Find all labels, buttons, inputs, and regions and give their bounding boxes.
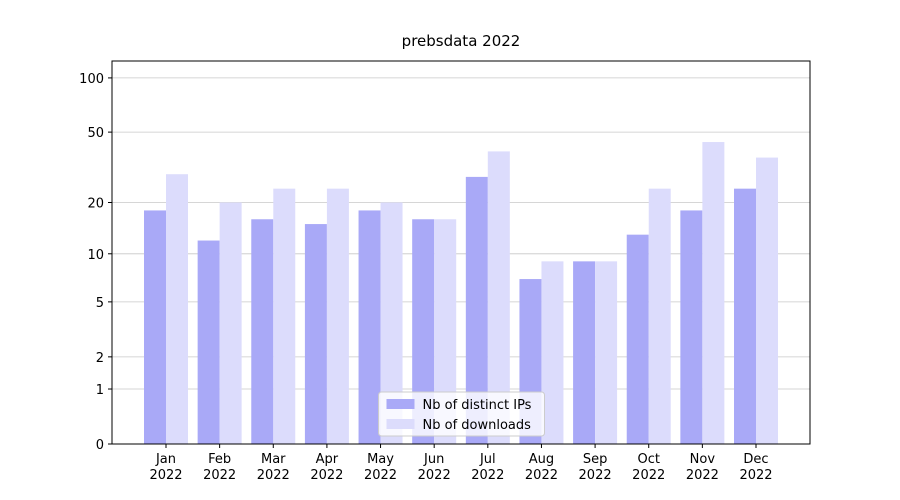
bar — [358, 210, 381, 444]
x-tick-label: Sep 2022 — [578, 452, 612, 483]
x-tick-label: Jun 2022 — [417, 452, 451, 483]
bar — [734, 188, 756, 444]
x-tick-label: May 2022 — [363, 452, 398, 483]
y-tick-label: 1 — [96, 383, 104, 398]
x-tick-label: Aug 2022 — [524, 452, 558, 483]
x-tick-label: Mar 2022 — [256, 452, 290, 483]
bar — [251, 219, 274, 444]
bar — [541, 261, 564, 444]
x-tick-label: Nov 2022 — [685, 452, 719, 483]
y-tick-label: 20 — [87, 196, 104, 211]
bar — [166, 174, 188, 445]
bar — [487, 151, 510, 444]
legend-label: Nb of downloads — [423, 418, 532, 433]
bar — [197, 240, 220, 444]
legend-swatch — [386, 419, 415, 429]
x-tick-label: Jan 2022 — [149, 452, 183, 483]
x-tick-label: Jul 2022 — [471, 452, 505, 483]
legend-swatch — [386, 399, 415, 409]
y-tick-label: 2 — [96, 351, 104, 366]
bar — [219, 202, 242, 444]
bar — [680, 210, 703, 444]
bar — [648, 188, 671, 444]
bar — [434, 219, 457, 444]
y-tick-label: 0 — [96, 438, 104, 453]
bar — [756, 157, 778, 444]
bar — [573, 261, 596, 444]
bar — [702, 142, 725, 445]
x-tick-label: Dec 2022 — [739, 452, 773, 483]
y-tick-label: 10 — [87, 248, 104, 263]
x-tick-label: Apr 2022 — [310, 452, 344, 483]
legend: Nb of distinct IPs Nb of downloads — [378, 391, 545, 437]
bar — [626, 234, 649, 444]
bars — [144, 142, 778, 445]
bar — [144, 210, 166, 444]
x-tick-label: Oct 2022 — [632, 452, 666, 483]
bar — [412, 219, 435, 444]
bar — [465, 176, 488, 444]
y-tick-label: 5 — [96, 296, 104, 311]
legend-label: Nb of distinct IPs — [423, 398, 532, 413]
axes-frame — [111, 60, 811, 445]
bar — [273, 188, 296, 444]
x-tick-label: Feb 2022 — [203, 452, 237, 483]
bar — [595, 261, 618, 444]
chart-title: prebsdata 2022 — [402, 32, 521, 50]
legend-box — [378, 391, 545, 437]
bar — [326, 188, 349, 444]
y-tick-label: 100 — [79, 72, 104, 87]
bar — [304, 224, 327, 444]
bar — [380, 202, 403, 444]
y-tick-label: 50 — [87, 126, 104, 141]
